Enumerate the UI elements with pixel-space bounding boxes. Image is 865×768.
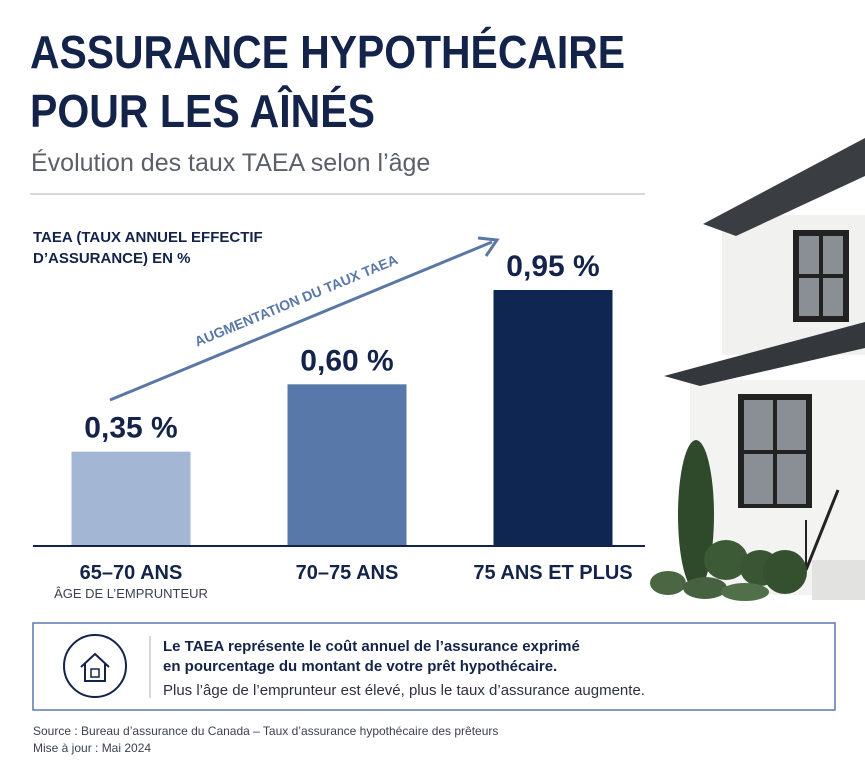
source: Source : Bureau d’assurance du Canada – … <box>33 724 498 738</box>
value-label: 0,60 % <box>300 344 393 377</box>
update-date: Mise à jour : Mai 2024 <box>33 741 151 755</box>
trend-arrow <box>109 236 500 402</box>
bar <box>493 290 613 546</box>
bar <box>71 451 191 546</box>
info-box <box>32 622 836 711</box>
house-icon <box>63 634 127 698</box>
bar <box>287 384 407 546</box>
bars: 0,35 % 65–70 ANS 0,60 % 70–75 ANS 0,95 % 75 A… <box>71 250 633 584</box>
title-line: ASSURANCE HYPOTHÉCAIRE <box>30 26 625 78</box>
subtitle: Évolution des taux TAEA selon l’âge <box>31 148 430 177</box>
info-text: Le TAEA représente le coût annuel de l’a… <box>163 638 580 655</box>
x-tick-label: 70–75 ANS <box>296 562 399 584</box>
x-tick-label: 65–70 ANS <box>80 562 183 584</box>
value-label: 0,95 % <box>506 250 599 283</box>
value-label: 0,35 % <box>84 412 177 445</box>
title-line: POUR LES AÎNÉS <box>30 85 375 137</box>
x-tick-label: 75 ANS ET PLUS <box>473 562 632 584</box>
house-illustration <box>650 138 865 601</box>
x-axis-label: ÂGE DE L’EMPRUNTEUR <box>54 586 208 601</box>
y-axis-label: TAEA (TAUX ANNUEL EFFECTIF <box>33 229 263 246</box>
y-axis-label: D’ASSURANCE) EN % <box>33 250 191 267</box>
info-text: Plus l’âge de l’emprunteur est élevé, pl… <box>163 682 645 699</box>
info-text: en pourcentage du montant de votre prêt … <box>163 658 557 675</box>
annotation: AUGMENTATION DU TAUX TAEA <box>192 251 400 349</box>
